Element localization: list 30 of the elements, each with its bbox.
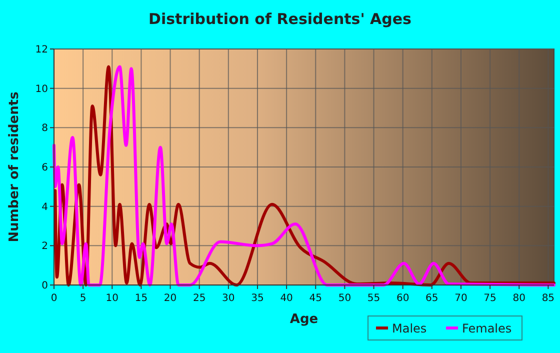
x-axis-title: Age <box>290 312 318 327</box>
x-tick-label: 85 <box>542 293 555 304</box>
x-tick-label: 10 <box>106 293 119 304</box>
legend-label: Males <box>392 322 427 336</box>
x-tick-label: 65 <box>426 293 438 304</box>
x-tick-label: 75 <box>484 293 496 304</box>
y-tick-label: 2 <box>42 241 48 252</box>
x-tick-label: 0 <box>50 293 58 304</box>
x-tick-label: 60 <box>396 293 410 304</box>
x-tick-label: 30 <box>222 293 235 304</box>
y-tick-label: 8 <box>42 123 48 134</box>
x-tick-label: 20 <box>164 293 177 304</box>
x-tick-label: 80 <box>512 293 526 304</box>
x-tick-label: 70 <box>454 293 468 304</box>
x-tick-label: 35 <box>251 293 264 304</box>
x-tick-label: 25 <box>192 293 206 304</box>
y-tick-label: 12 <box>35 44 48 56</box>
y-tick-label: 10 <box>35 84 48 95</box>
x-tick-label: 45 <box>309 293 322 304</box>
legend-label: Females <box>462 322 512 336</box>
chart-title: Distribution of Residents' Ages <box>148 10 412 28</box>
y-tick-label: 6 <box>42 162 48 174</box>
x-tick-label: 55 <box>367 293 380 304</box>
x-tick-label: 15 <box>134 293 148 304</box>
x-tick-label: 50 <box>338 293 352 304</box>
y-axis-title: Number of residents <box>7 91 22 242</box>
x-tick-label: 5 <box>80 293 86 304</box>
y-tick-label: 0 <box>42 280 48 292</box>
y-tick-label: 4 <box>42 202 48 213</box>
x-tick-label: 40 <box>280 293 293 304</box>
